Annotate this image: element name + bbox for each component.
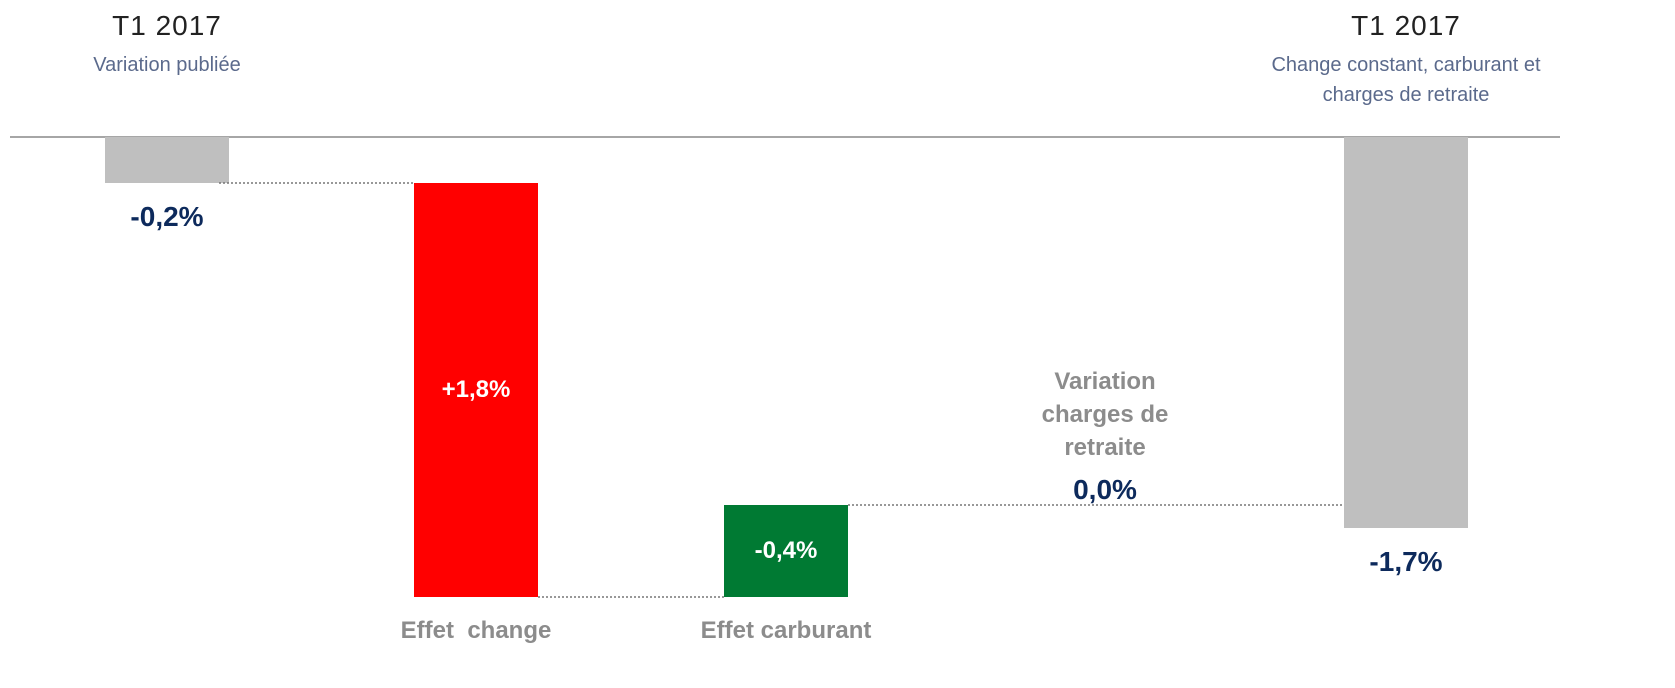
category-label: T1 2017 — [112, 10, 222, 41]
subtitle: Variation publiée — [93, 54, 241, 76]
category-label: Variation charges de retraite — [1041, 368, 1169, 461]
category-label: Effet change — [400, 617, 552, 644]
subtitle: Change constant, carburant et charges de… — [1271, 54, 1541, 106]
bar — [724, 505, 848, 597]
bar — [1344, 137, 1468, 528]
value-label: -0,4% — [754, 537, 818, 564]
value-label: +1,8% — [441, 376, 511, 403]
value-label: -0,2% — [130, 201, 204, 232]
category-label: Effet carburant — [700, 617, 872, 644]
bar — [414, 183, 538, 597]
category-label: T1 2017 — [1351, 10, 1461, 41]
value-label: -1,7% — [1369, 546, 1443, 577]
bar — [105, 137, 229, 183]
value-label: 0,0% — [1073, 474, 1137, 505]
